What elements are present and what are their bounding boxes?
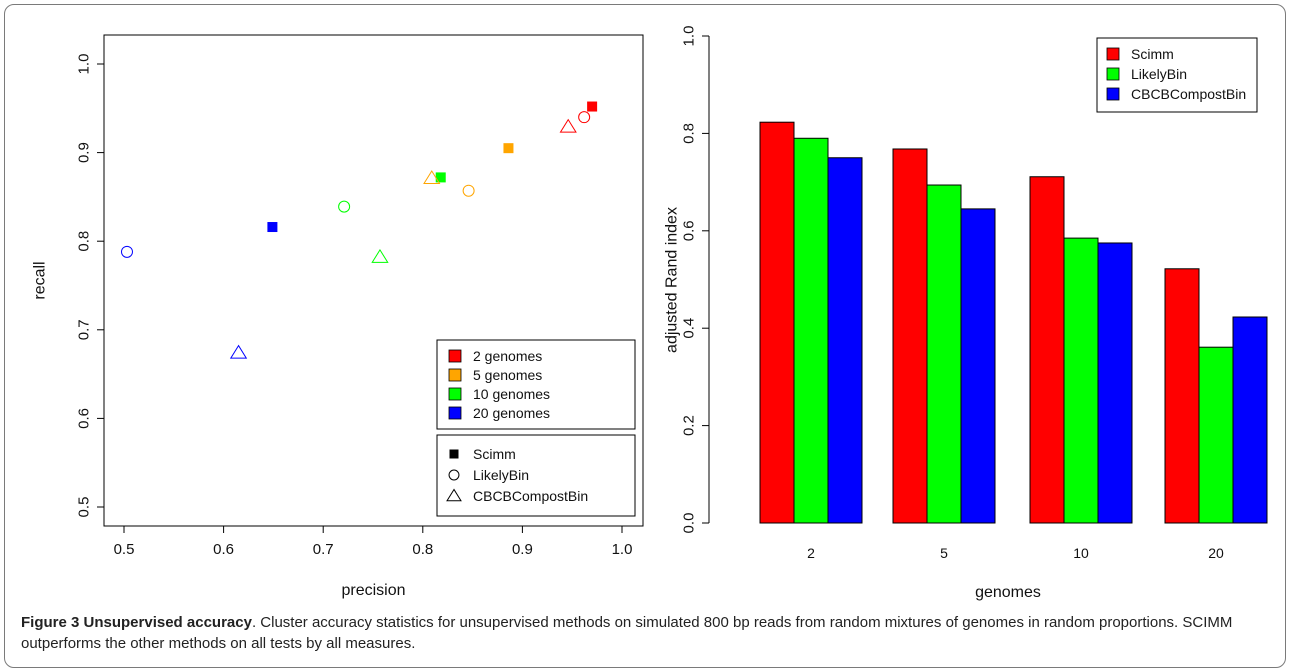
data-point: [120, 245, 133, 258]
x-axis-label: genomes: [975, 584, 1041, 601]
x-axis-label: precision: [341, 582, 405, 599]
legend-label: 2 genomes: [473, 348, 542, 364]
legend-label: LikelyBin: [1131, 66, 1187, 82]
y-axis-label: recall: [32, 261, 49, 299]
data-point: [578, 111, 591, 124]
bar: [1164, 268, 1200, 524]
plot-frame: [103, 34, 644, 527]
y-tick-label: 0.0: [681, 513, 698, 534]
figure-caption: Figure 3 Unsupervised accuracy. Cluster …: [21, 612, 1273, 654]
x-tick-label: 0.8: [412, 541, 433, 558]
x-tick-label: 0.9: [512, 541, 533, 558]
x-tick-label: 2: [807, 545, 815, 561]
y-tick-label: 0.8: [681, 123, 698, 144]
caption-text: . Cluster accuracy statistics for unsupe…: [21, 614, 1233, 652]
data-point: [503, 143, 514, 154]
shape-legend-box: [436, 434, 636, 517]
y-tick-label: 0.5: [76, 497, 93, 518]
legend-marker: [448, 469, 460, 481]
x-tick-label: 5: [940, 545, 948, 561]
y-tick-label: 1.0: [76, 54, 93, 75]
data-point: [435, 172, 446, 183]
legend-label: 20 genomes: [473, 405, 550, 421]
x-tick-label: 1.0: [612, 541, 633, 558]
x-tick-label: 0.7: [313, 541, 334, 558]
y-tick-label: 0.6: [681, 220, 698, 241]
y-tick-label: 0.2: [681, 415, 698, 436]
legend-label: 10 genomes: [473, 386, 550, 402]
x-tick-label: 0.6: [213, 541, 234, 558]
legend-swatch: [1106, 47, 1120, 61]
y-tick-label: 0.8: [76, 231, 93, 252]
data-point: [587, 101, 598, 112]
bar-chart: 0.0 0.2 0.4 0.6 0.8 1.0 adjusted Rand index 2 5 1…: [664, 26, 1268, 601]
legend-swatch: [448, 349, 462, 363]
y-tick-label: 0.6: [76, 408, 93, 429]
legend-swatch: [448, 387, 462, 401]
y-tick-label: 0.4: [681, 318, 698, 339]
legend-label: Scimm: [473, 446, 516, 462]
bar: [1063, 237, 1099, 524]
legend-swatch: [448, 406, 462, 420]
scatter-chart: 0.5 0.6 0.7 0.8 0.9 1.0 0.5 0.6 0.7 0.8 0.9 1.0 prec…: [32, 34, 644, 599]
bar: [926, 184, 962, 524]
legend-label: 5 genomes: [473, 367, 542, 383]
data-point: [462, 184, 475, 197]
bar: [1029, 176, 1065, 524]
data-point: [371, 248, 389, 263]
bar: [1097, 242, 1133, 524]
bar: [892, 148, 928, 524]
data-point: [423, 170, 441, 185]
legend-label: CBCBCompostBin: [473, 488, 588, 504]
bar: [793, 137, 829, 524]
bar: [759, 121, 795, 524]
x-tick-label: 10: [1073, 545, 1089, 561]
data-point: [559, 118, 577, 133]
bar: [827, 157, 863, 524]
y-tick-label: 0.9: [76, 142, 93, 163]
legend-swatch: [1106, 87, 1120, 101]
legend-swatch: [1106, 67, 1120, 81]
legend-label: Scimm: [1131, 46, 1174, 62]
x-tick-label: 20: [1208, 545, 1224, 561]
legend-marker: [449, 449, 459, 459]
y-tick-label: 1.0: [681, 26, 698, 47]
legend-swatch: [448, 368, 462, 382]
bar: [1198, 346, 1234, 524]
legend-label: LikelyBin: [473, 467, 529, 483]
x-tick-label: 0.5: [114, 541, 135, 558]
y-axis-label: adjusted Rand index: [664, 207, 681, 353]
legend-label: CBCBCompostBin: [1131, 86, 1246, 102]
legend-marker: [446, 488, 462, 502]
color-legend-box: [436, 339, 636, 430]
data-point: [267, 222, 278, 233]
bar: [1232, 316, 1268, 524]
caption-label: Figure 3 Unsupervised accuracy: [21, 614, 252, 631]
bar: [960, 208, 996, 524]
legend-box: [1096, 37, 1258, 113]
y-tick-label: 0.7: [76, 319, 93, 340]
data-point: [338, 200, 351, 213]
data-point: [229, 344, 248, 359]
